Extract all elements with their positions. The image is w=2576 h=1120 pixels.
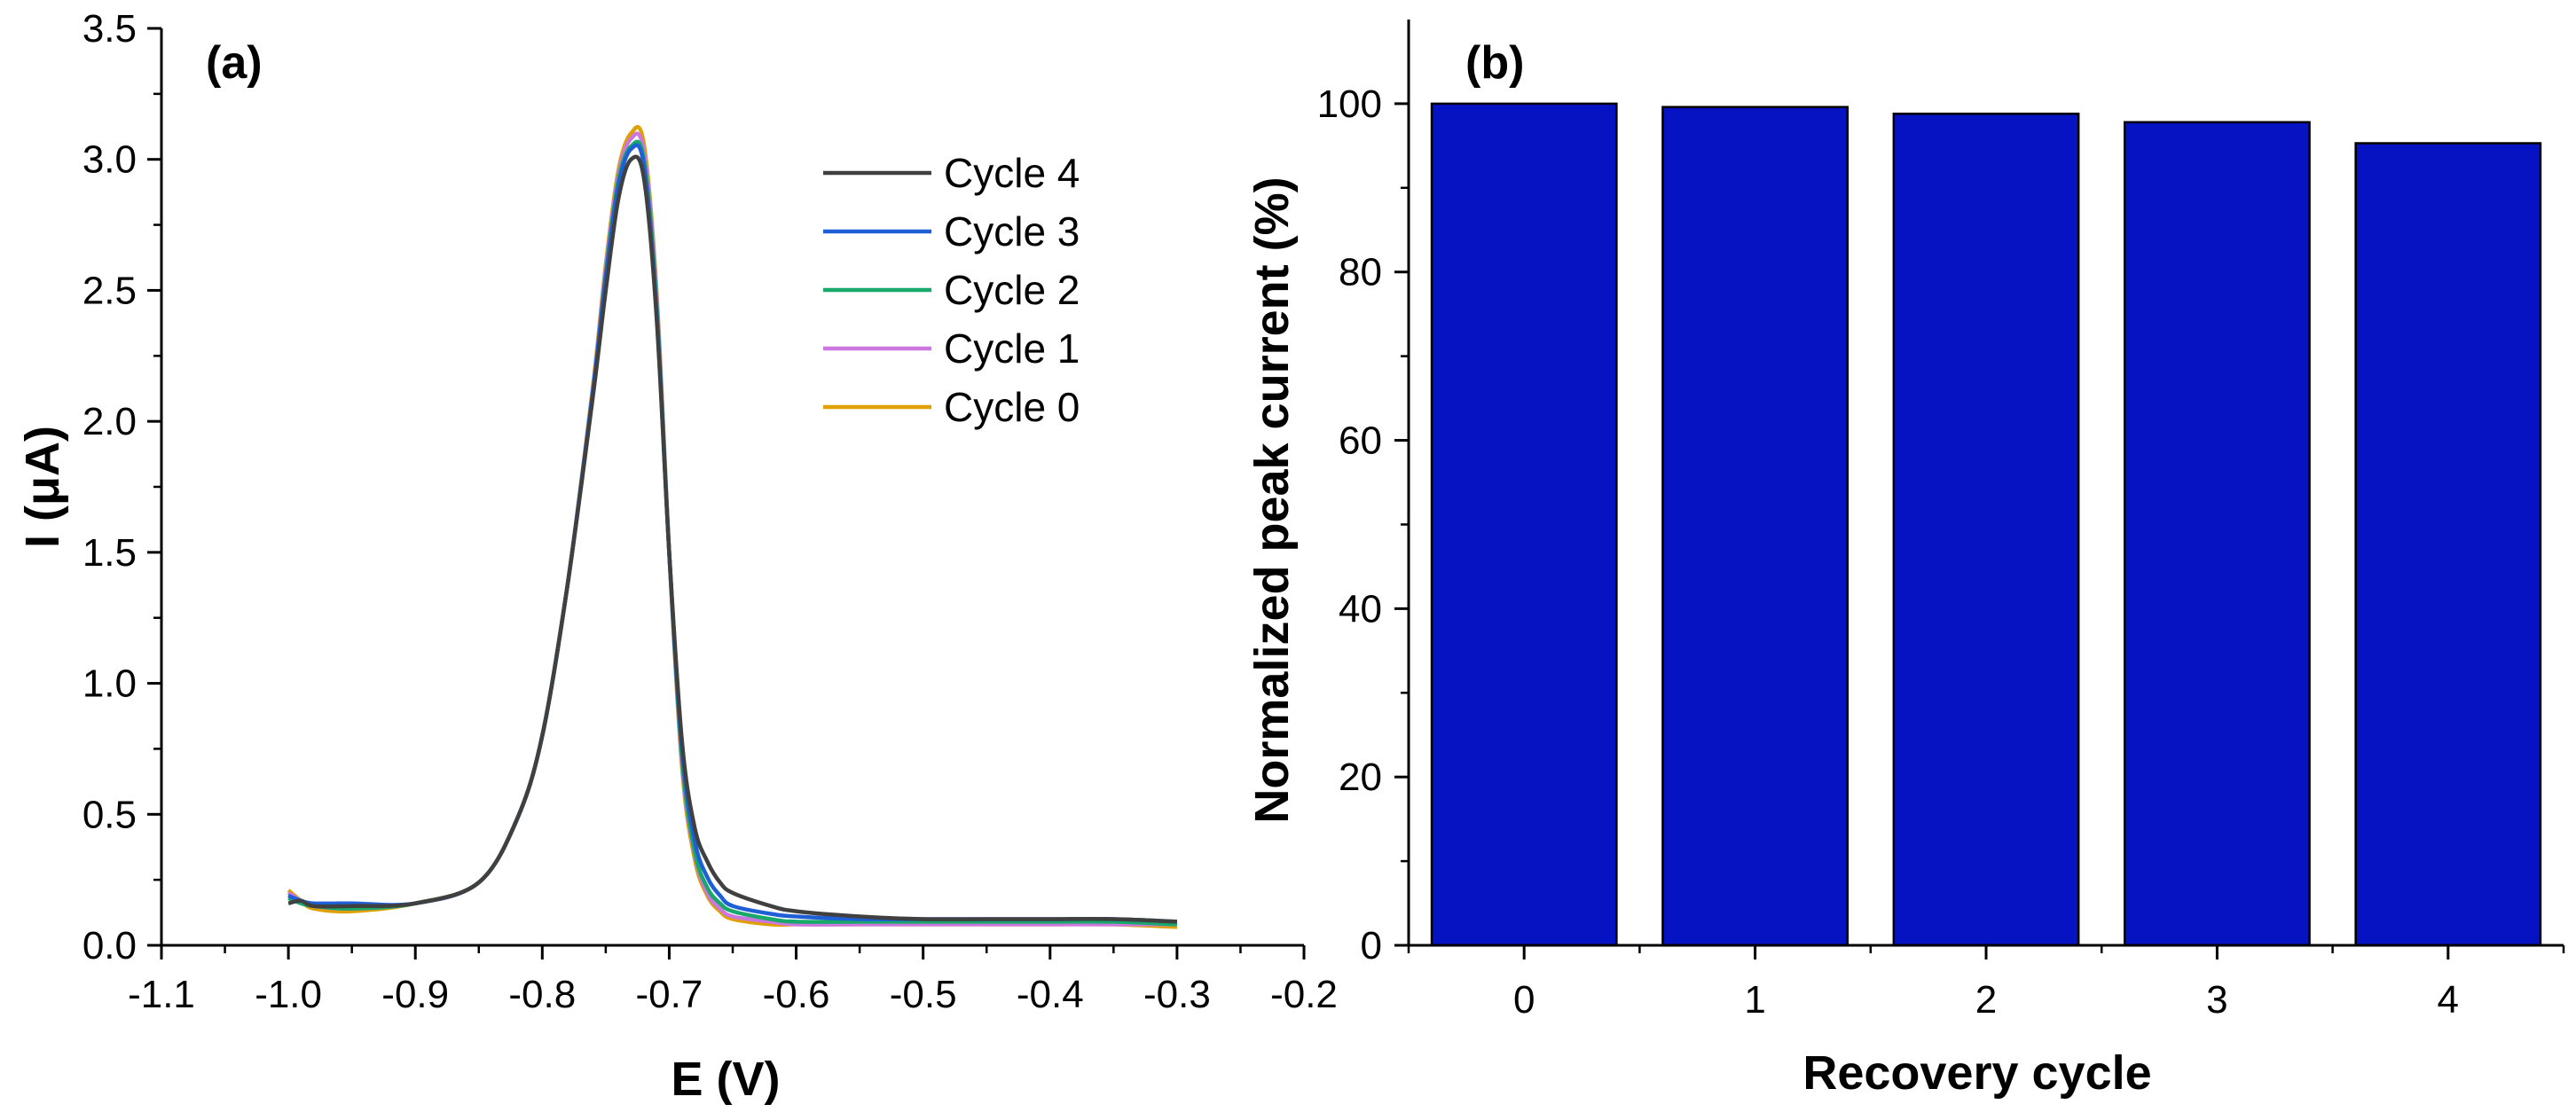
panel-a-x-tick-label: -0.8 (508, 973, 576, 1016)
panel-a-y-tick-label: 1.0 (82, 662, 137, 706)
panel-a-y-tick-label: 1.5 (82, 531, 137, 575)
panel-b-x-tick-label: 1 (1744, 978, 1765, 1022)
panel-a-y-tick-label: 0.0 (82, 924, 137, 967)
panel-a-x-tick-label: -0.5 (890, 973, 957, 1016)
series-line-cycle-4 (287, 154, 1177, 924)
legend-label: Cycle 3 (944, 208, 1080, 255)
panel-b-y-tick-label: 40 (1339, 587, 1382, 630)
panel-b-y-tick-label: 80 (1339, 251, 1382, 294)
panel-b-x-tick-label: 3 (2206, 978, 2227, 1022)
legend-label: Cycle 0 (944, 384, 1080, 430)
legend-label: Cycle 4 (944, 150, 1080, 196)
bar-cycle-2 (1892, 113, 2080, 947)
panel-a-y-tick-label: 2.0 (82, 400, 137, 443)
panel-a-x-tick-label: -1.1 (128, 973, 195, 1016)
panel-a-series-group (287, 124, 1177, 929)
panel-b: 0 20 40 60 80 100 0 1 2 3 4 Recovery cycle Normalize… (1245, 20, 2565, 1100)
panel-a-y-tick-label: 2.5 (82, 269, 137, 312)
panel-a-y-tick-label: 0.5 (82, 793, 137, 836)
panel-b-x-axis-title: Recovery cycle (1802, 1046, 2151, 1100)
bar-cycle-1 (1661, 106, 1850, 947)
legend-label: Cycle 2 (944, 267, 1080, 313)
panel-b-y-tick-label: 100 (1317, 82, 1382, 126)
panel-b-y-tick-label: 60 (1339, 419, 1382, 463)
panel-b-y-axis-title: Normalized peak current (%) (1245, 176, 1299, 823)
series-line-cycle-3 (287, 143, 1177, 924)
panel-a-x-axis-title: E (V) (671, 1053, 780, 1106)
panel-a-y-axis-title: I (μA) (16, 426, 69, 548)
panel-b-x-tick-label: 0 (1513, 978, 1535, 1022)
panel-a-x-tick-label: -0.2 (1270, 973, 1338, 1016)
panel-a-y-tick-label: 3.0 (82, 138, 137, 182)
panel-a-label: (a) (206, 37, 263, 89)
panel-a-x-tick-label: -0.4 (1017, 973, 1084, 1016)
panel-b-y-tick-label: 20 (1339, 756, 1382, 799)
bar-cycle-4 (2354, 142, 2542, 947)
panel-a: -1.1 -1.0 -0.9 -0.8 -0.7 -0.6 -0.5 -0.4 -0.3 -0.2… (16, 7, 1338, 1106)
series-line-cycle-2 (287, 139, 1177, 927)
bar-cycle-3 (2123, 121, 2311, 947)
panel-a-x-tick-label: -0.6 (763, 973, 830, 1016)
panel-b-y-tick-label: 0 (1361, 924, 1382, 967)
panel-b-x-tick-label: 4 (2438, 978, 2459, 1022)
panel-a-x-tick-label: -0.3 (1143, 973, 1211, 1016)
bar-cycle-0 (1430, 102, 1618, 947)
panel-a-x-tick-label: -0.7 (636, 973, 703, 1016)
panel-a-legend: Cycle 4 Cycle 3 Cycle 2 Cycle 1 Cycle 0 (823, 150, 1080, 430)
panel-a-x-tick-label: -0.9 (381, 973, 449, 1016)
panel-a-y-tick-label: 3.5 (82, 7, 137, 51)
panel-b-label: (b) (1465, 37, 1524, 89)
panel-b-x-tick-label: 2 (1975, 978, 1997, 1022)
panel-a-x-tick-label: -1.0 (255, 973, 322, 1016)
legend-label: Cycle 1 (944, 325, 1080, 372)
